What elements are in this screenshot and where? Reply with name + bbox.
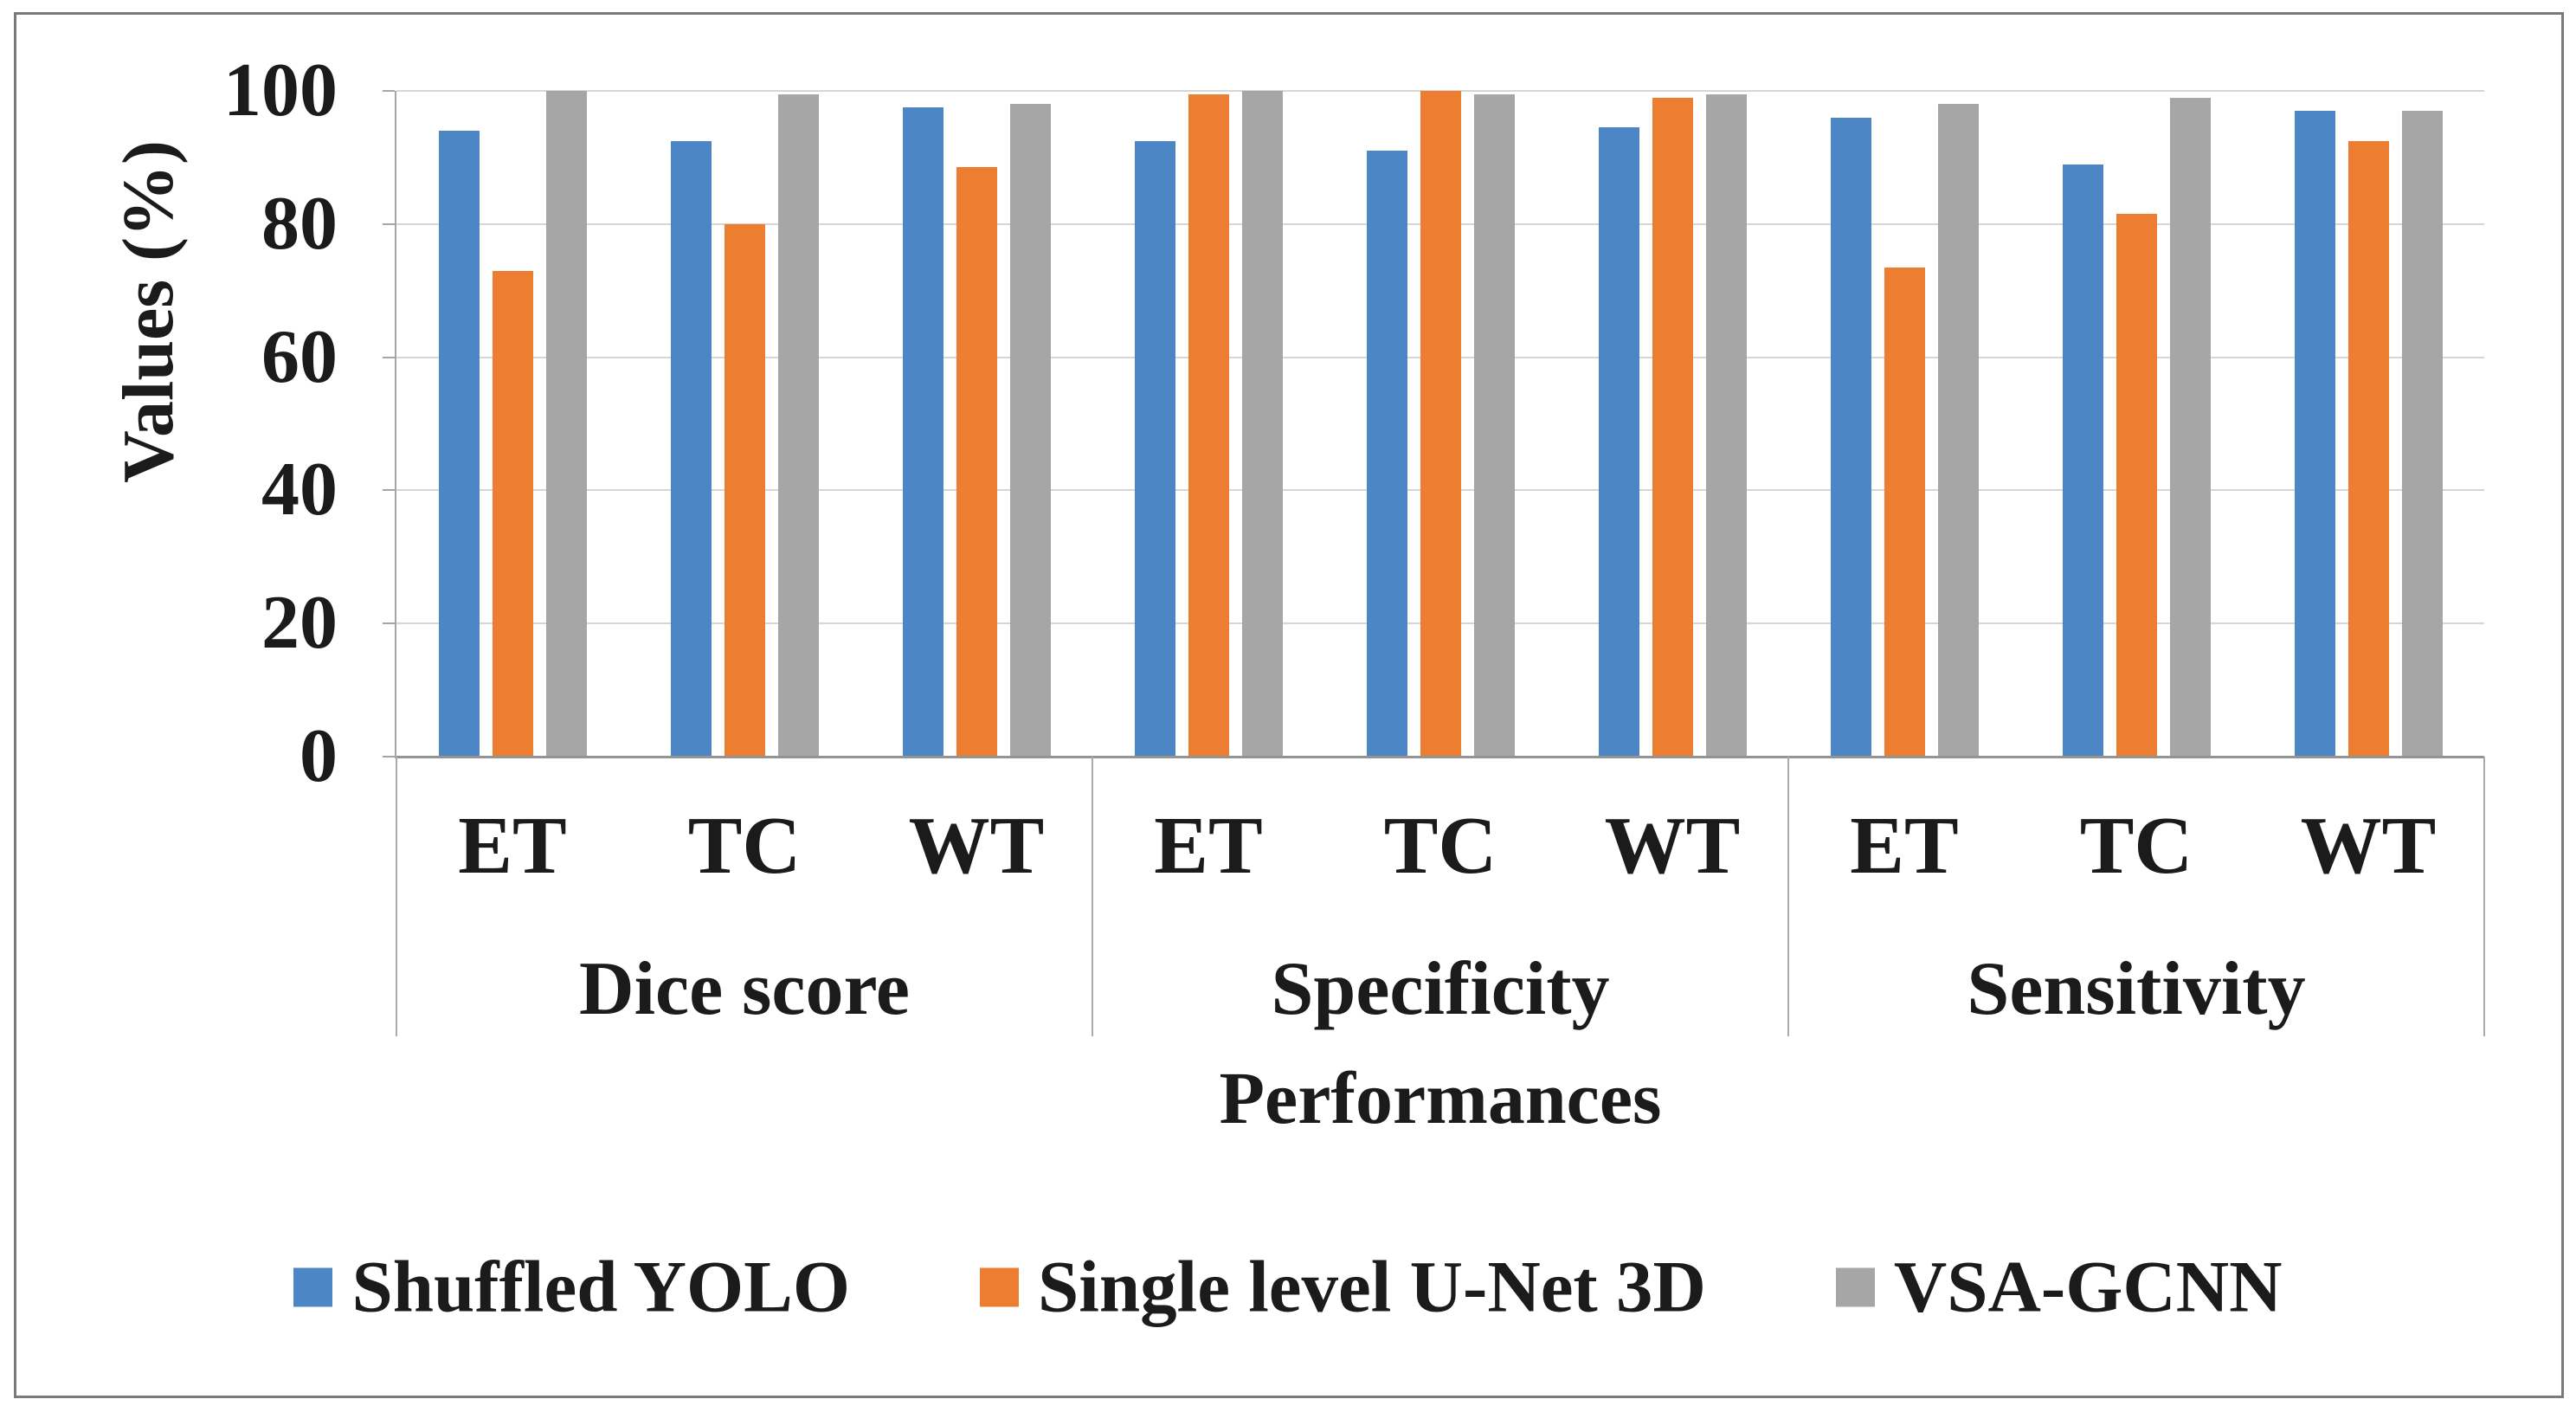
bar-single-level-u-net-3d (2116, 214, 2157, 757)
y-axis-tick (383, 90, 395, 92)
y-axis-tick-label: 60 (261, 314, 338, 399)
section-divider (1787, 757, 1789, 1036)
bar-single-level-u-net-3d (2347, 140, 2389, 757)
bar-single-level-u-net-3d (1420, 91, 1461, 757)
bar-shuffled-yolo (2062, 164, 2103, 757)
bar-single-level-u-net-3d (1884, 267, 1925, 757)
legend: Shuffled YOLO Single level U-Net 3D VSA-GC… (0, 1246, 2576, 1328)
bar-single-level-u-net-3d (1188, 93, 1229, 757)
x-category-label: ET (458, 801, 567, 891)
legend-item: Shuffled YOLO (293, 1246, 850, 1328)
y-axis-tick-label: 20 (261, 581, 338, 666)
bar-shuffled-yolo (670, 140, 712, 757)
bar-vsa-gcnn (1473, 93, 1515, 757)
x-axis-line (395, 756, 2484, 758)
y-axis-tick (383, 222, 395, 225)
group-label: Dice score (579, 947, 910, 1031)
bar-shuffled-yolo (902, 107, 943, 757)
legend-label: VSA-GCNN (1893, 1246, 2283, 1328)
bar-vsa-gcnn (1241, 91, 1283, 757)
y-axis-line (395, 91, 396, 758)
y-axis-tick-label: 0 (299, 714, 338, 798)
x-category-label: WT (2300, 801, 2437, 891)
bar-vsa-gcnn (1937, 104, 1979, 757)
bar-vsa-gcnn (2169, 97, 2211, 757)
bar-shuffled-yolo (2294, 111, 2335, 757)
legend-swatch-single-level-u-net-3d (979, 1267, 1019, 1307)
section-divider (2483, 757, 2485, 1036)
legend-label: Single level U-Net 3D (1037, 1246, 1706, 1328)
y-axis-tick (383, 489, 395, 492)
bar-vsa-gcnn (1705, 93, 1747, 757)
bar-single-level-u-net-3d (724, 223, 765, 757)
bar-vsa-gcnn (545, 91, 587, 757)
y-axis-tick-label: 100 (223, 48, 338, 132)
legend-swatch-shuffled-yolo (293, 1267, 333, 1307)
y-axis-tick (383, 622, 395, 625)
bar-shuffled-yolo (1134, 140, 1175, 757)
x-category-label: TC (1383, 801, 1497, 891)
x-category-label: WT (1604, 801, 1741, 891)
bar-shuffled-yolo (1366, 151, 1407, 757)
x-category-label: WT (908, 801, 1045, 891)
x-category-label: TC (2079, 801, 2193, 891)
bar-shuffled-yolo (1598, 127, 1639, 757)
x-category-label: ET (1850, 801, 1959, 891)
group-label: Specificity (1271, 947, 1610, 1031)
y-axis-tick (383, 756, 395, 758)
bar-shuffled-yolo (438, 131, 480, 757)
legend-label: Shuffled YOLO (351, 1246, 850, 1328)
legend-item: Single level U-Net 3D (979, 1246, 1706, 1328)
y-axis-tick (383, 356, 395, 358)
y-axis-tick-label: 40 (261, 448, 338, 532)
section-divider (1092, 757, 1093, 1036)
bar-shuffled-yolo (1830, 117, 1871, 757)
section-divider (396, 757, 397, 1036)
bar-single-level-u-net-3d (492, 270, 533, 757)
x-axis-title: Performances (1219, 1056, 1662, 1139)
bar-single-level-u-net-3d (1652, 97, 1693, 757)
y-axis-title-text: Values (%) (108, 140, 189, 483)
group-label: Sensitivity (1967, 947, 2306, 1031)
x-category-label: TC (687, 801, 802, 891)
x-category-label: ET (1154, 801, 1263, 891)
legend-item: VSA-GCNN (1835, 1246, 2283, 1328)
legend-swatch-vsa-gcnn (1835, 1267, 1875, 1307)
bar-single-level-u-net-3d (956, 167, 997, 757)
y-axis-tick-label: 80 (261, 181, 338, 266)
bar-vsa-gcnn (777, 93, 819, 757)
bar-vsa-gcnn (1009, 104, 1051, 757)
bar-vsa-gcnn (2401, 111, 2443, 757)
